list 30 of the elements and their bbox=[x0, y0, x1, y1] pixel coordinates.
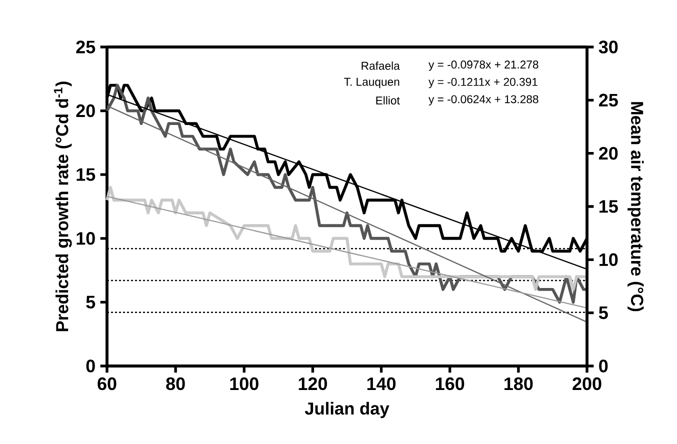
annotation: T. Lauquen bbox=[344, 78, 400, 88]
y-axis-title: Predicted growth rate (°Cd d$^{-1}$) bbox=[54, 82, 72, 332]
y2-axis-title: Mean air temperature (°C) bbox=[628, 102, 644, 312]
y-tick-label: 10 bbox=[76, 232, 95, 245]
y2-tick-label: 5 bbox=[598, 306, 608, 320]
y-tick-label: 20 bbox=[76, 104, 95, 118]
y2-tick-label: 20 bbox=[599, 146, 618, 160]
x-tick-label: 200 bbox=[572, 377, 602, 390]
x-tick-label: 160 bbox=[436, 377, 464, 390]
y-tick-label: 5 bbox=[86, 296, 96, 308]
annotation: Elliot bbox=[376, 96, 400, 104]
annotation: Rafaela bbox=[362, 62, 400, 70]
annotation: y = -0.0624x + 13.288 bbox=[428, 95, 538, 106]
y2-tick-label: 0 bbox=[599, 360, 608, 372]
y2-tick-label: 30 bbox=[598, 40, 618, 54]
x-tick-label: 100 bbox=[230, 377, 258, 390]
annotation: y = -0.1211x + 20.391 bbox=[428, 78, 538, 88]
y-tick-label: 0 bbox=[86, 360, 95, 372]
annotation: y = -0.0978x + 21.278 bbox=[428, 60, 538, 71]
y-tick-label: 15 bbox=[76, 168, 96, 181]
x-tick-label: 120 bbox=[298, 377, 328, 390]
x-tick-label: 180 bbox=[504, 377, 533, 390]
x-axis-title: Julian day bbox=[304, 402, 390, 418]
x-tick-label: 140 bbox=[367, 377, 396, 390]
y2-tick-label: 10 bbox=[600, 253, 618, 266]
y-tick-label: 25 bbox=[76, 40, 96, 54]
x-tick-label: 60 bbox=[98, 377, 116, 390]
y2-tick-label: 25 bbox=[599, 94, 618, 107]
y2-tick-label: 15 bbox=[600, 200, 618, 213]
x-tick-label: 80 bbox=[166, 377, 185, 390]
